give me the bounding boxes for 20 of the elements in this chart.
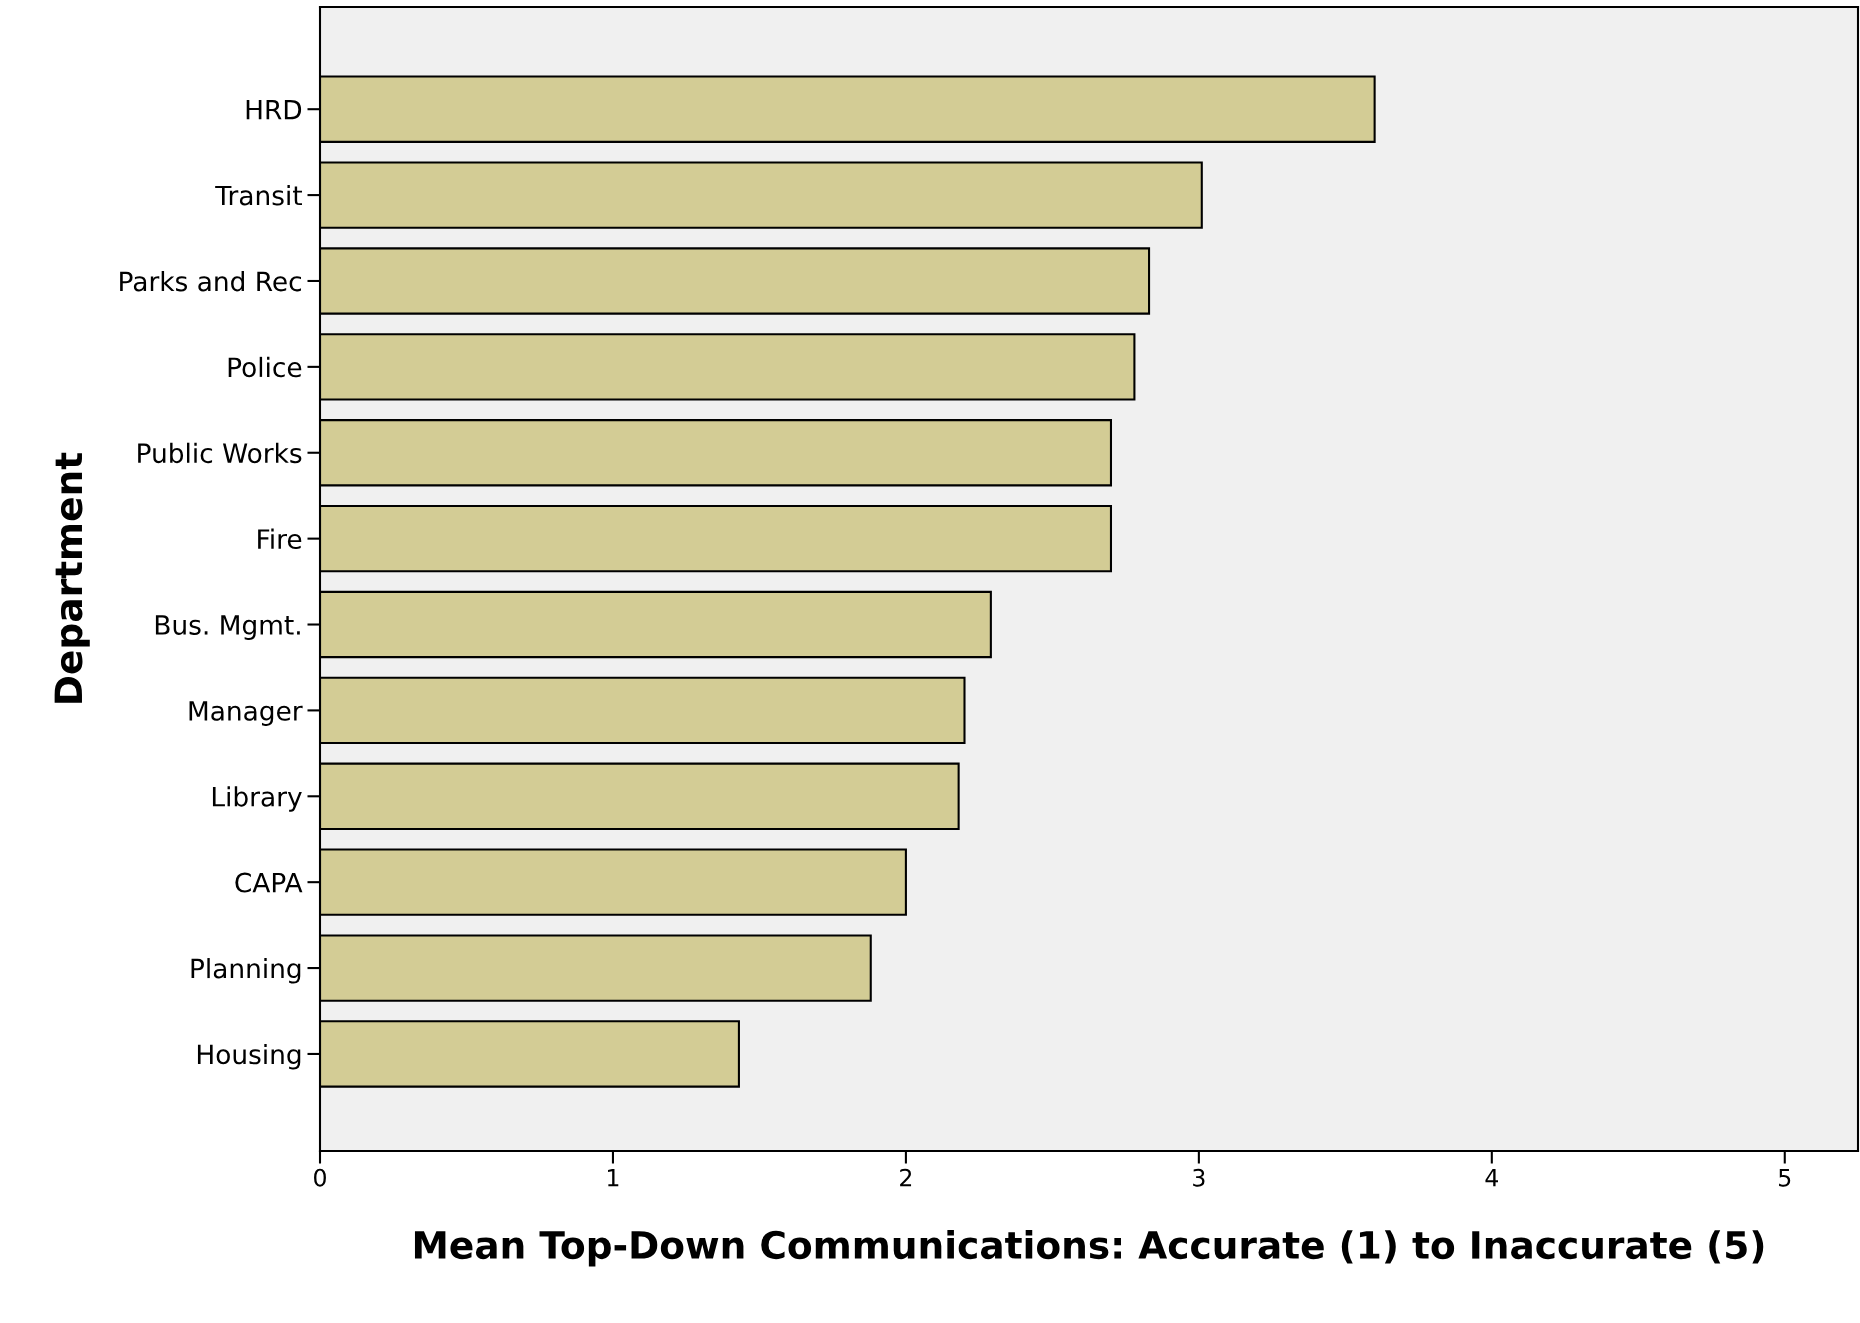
x-tick-label: 5 — [1779, 1169, 1791, 1187]
y-axis-title: Department — [54, 452, 90, 703]
x-axis-title: Mean Top-Down Communications: Accurate (1) to Inaccurate (5) — [414, 1230, 1764, 1267]
y-tick-label: Police — [228, 356, 302, 378]
y-tick-label: Public Works — [138, 442, 302, 464]
x-tick-label: 4 — [1485, 1169, 1498, 1187]
y-tick-label: Library — [212, 786, 302, 812]
y-tick-label: Manager — [189, 701, 303, 726]
y-tick-label: Housing — [197, 1043, 301, 1070]
y-tick-label: Planning — [191, 958, 301, 984]
y-tick-label: Bus. Mgmt. — [155, 615, 300, 641]
y-tick-label: Parks and Rec — [120, 270, 302, 292]
y-tick-label: CAPA — [235, 872, 303, 893]
x-tick-label: 3 — [1193, 1168, 1205, 1187]
y-tick-label: Fire — [258, 528, 302, 550]
x-tick-label: 1 — [608, 1169, 619, 1187]
y-tick-label: HRD — [246, 99, 302, 120]
x-tick-label: 2 — [900, 1168, 912, 1187]
x-tick-label: 0 — [314, 1168, 326, 1187]
y-tick-label: Transit — [215, 185, 303, 206]
